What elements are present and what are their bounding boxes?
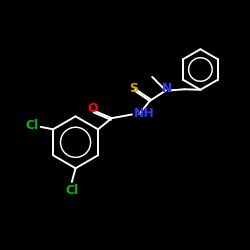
Text: Cl: Cl xyxy=(25,119,38,132)
Text: N: N xyxy=(162,82,172,94)
Text: O: O xyxy=(88,102,99,115)
Text: NH: NH xyxy=(134,107,155,120)
Text: Cl: Cl xyxy=(65,184,78,197)
Text: S: S xyxy=(129,82,138,94)
